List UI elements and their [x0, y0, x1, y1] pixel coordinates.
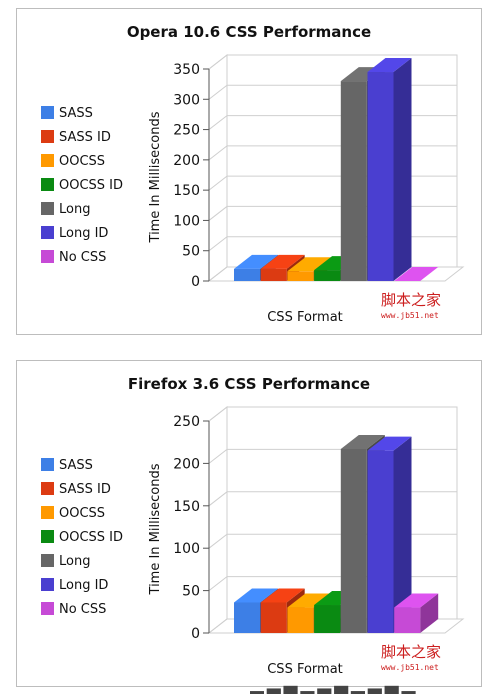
y-axis-label: Time In Milliseconds: [148, 463, 163, 595]
y-tick-label: 350: [173, 62, 200, 78]
y-tick-label: 100: [173, 541, 200, 557]
y-tick-label: 0: [191, 274, 200, 290]
legend-label: SASS ID: [59, 482, 111, 497]
gridline: [208, 54, 457, 70]
watermark-url: www.jb51.net: [381, 311, 439, 320]
bar-front: [367, 72, 394, 282]
bar-long-id: [367, 436, 412, 633]
legend-label: SASS: [59, 106, 93, 121]
legend-swatch: [41, 250, 54, 263]
bar-front: [367, 450, 394, 633]
bar-top: [340, 434, 385, 449]
bottom-cut-glyphs: ▂▃▄▂▃▄▂▃▄▂: [250, 684, 489, 694]
bar-side: [393, 436, 412, 633]
legend-swatch: [41, 458, 54, 471]
bottom-cut-text: ▂▃▄▂▃▄▂▃▄▂: [250, 684, 489, 694]
legend-swatch: [41, 226, 54, 239]
y-tick-label: 100: [173, 213, 200, 229]
y-tick-label: 250: [173, 123, 200, 139]
y-tick-label: 50: [182, 584, 200, 600]
chart-firefox: Firefox 3.6 CSS Performance 0 50 100 150 200 2…: [41, 375, 465, 677]
left-wall: [208, 405, 228, 635]
chart-opera: Opera 10.6 CSS Performance 0 50 100 150 200 25…: [41, 23, 465, 325]
chart-title: Opera 10.6 CSS Performance: [127, 23, 371, 41]
bar-front: [340, 448, 367, 633]
legend-swatch: [41, 506, 54, 519]
chart-panel-firefox: Firefox 3.6 CSS Performance 0 50 100 150 200 2…: [16, 360, 482, 687]
legend-swatch: [41, 178, 54, 191]
bar-no-css: [394, 593, 439, 633]
watermark-text: 脚本之家: [381, 291, 441, 309]
bar-front: [394, 607, 421, 633]
bar-front: [234, 602, 260, 633]
legend-swatch: [41, 130, 54, 143]
gridline: [208, 406, 457, 422]
legend-label: No CSS: [59, 250, 106, 265]
y-tick-label: 200: [173, 456, 200, 472]
legend-label: OOCSS ID: [59, 178, 123, 193]
chart-panel-opera: Opera 10.6 CSS Performance 0 50 100 150 200 25…: [16, 8, 482, 335]
legend-swatch: [41, 154, 54, 167]
bar-front: [287, 607, 314, 633]
bar-long-id: [367, 58, 412, 282]
y-tick-label: 0: [191, 626, 200, 642]
legend-swatch: [41, 578, 54, 591]
y-tick-label: 150: [173, 183, 200, 199]
bar-front: [260, 268, 287, 281]
legend-swatch: [41, 202, 54, 215]
legend-label: Long: [59, 554, 90, 569]
bar-top: [260, 254, 305, 269]
y-tick-label: 50: [182, 244, 200, 260]
watermark-text: 脚本之家: [381, 643, 441, 661]
bar-front: [340, 81, 367, 281]
bar-top: [394, 267, 439, 281]
legend-label: Long: [59, 202, 90, 217]
bar-top: [287, 257, 332, 272]
y-tick-label: 250: [173, 414, 200, 430]
bar-top: [367, 58, 412, 73]
legend-swatch: [41, 106, 54, 119]
x-axis-label: CSS Format: [267, 662, 343, 677]
bar-side: [420, 593, 439, 633]
bar-top: [234, 588, 278, 603]
legend-label: OOCSS: [59, 154, 105, 169]
legend-swatch: [41, 602, 54, 615]
legend-label: SASS: [59, 458, 93, 473]
watermark-url: www.jb51.net: [381, 663, 439, 672]
bar-no-css: [394, 267, 439, 281]
left-wall: [208, 53, 228, 283]
bar-top: [367, 436, 412, 451]
bar-top: [260, 588, 305, 603]
bar-front: [287, 271, 314, 281]
legend-label: OOCSS: [59, 506, 105, 521]
legend-label: OOCSS ID: [59, 530, 123, 545]
y-tick-label: 300: [173, 92, 200, 108]
chart-title: Firefox 3.6 CSS Performance: [128, 375, 370, 393]
y-tick-label: 200: [173, 153, 200, 169]
legend-swatch: [41, 482, 54, 495]
bar-top: [234, 254, 278, 269]
bar-top: [394, 593, 439, 608]
legend-swatch: [41, 554, 54, 567]
legend-label: SASS ID: [59, 130, 111, 145]
legend-label: Long ID: [59, 578, 108, 593]
legend-label: No CSS: [59, 602, 106, 617]
bar-top: [287, 593, 332, 608]
bar-front: [314, 270, 341, 281]
legend-swatch: [41, 530, 54, 543]
legend-label: Long ID: [59, 226, 108, 241]
x-axis-label: CSS Format: [267, 310, 343, 325]
bar-side: [393, 58, 412, 282]
bar-front: [314, 605, 341, 633]
y-axis-label: Time In Milliseconds: [148, 111, 163, 243]
y-tick-label: 150: [173, 499, 200, 515]
bar-front: [260, 602, 287, 633]
bar-front: [234, 268, 260, 281]
